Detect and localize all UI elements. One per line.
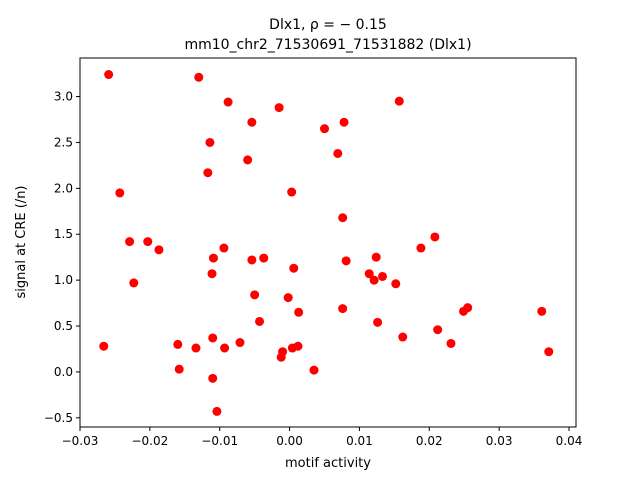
data-point bbox=[235, 338, 245, 348]
data-point bbox=[309, 365, 319, 375]
y-tick-label: 0.5 bbox=[54, 319, 73, 333]
data-point bbox=[371, 252, 381, 262]
data-points bbox=[99, 70, 554, 416]
data-point bbox=[283, 293, 293, 303]
data-point bbox=[459, 306, 469, 316]
data-point bbox=[247, 117, 257, 127]
data-point bbox=[129, 278, 139, 288]
data-point bbox=[333, 148, 343, 158]
x-tick-label: −0.01 bbox=[201, 434, 238, 448]
y-axis-label: signal at CRE (/n) bbox=[14, 185, 29, 298]
data-point bbox=[208, 253, 218, 263]
data-point bbox=[247, 255, 257, 265]
data-point bbox=[338, 213, 348, 223]
data-point bbox=[104, 70, 114, 80]
data-point bbox=[289, 263, 299, 273]
data-point bbox=[191, 343, 201, 353]
y-tick-label: 3.0 bbox=[54, 90, 73, 104]
chart-title: Dlx1, ρ = − 0.15 bbox=[269, 17, 387, 33]
data-point bbox=[369, 275, 379, 285]
y-tick-label: −0.5 bbox=[44, 411, 73, 425]
y-tick-label: 2.5 bbox=[54, 135, 73, 149]
data-point bbox=[394, 96, 404, 106]
data-point bbox=[294, 307, 304, 317]
data-point bbox=[430, 232, 440, 242]
plot-frame bbox=[79, 57, 577, 428]
data-point bbox=[174, 364, 184, 374]
data-point bbox=[194, 72, 204, 82]
x-tick-label: 0.02 bbox=[416, 434, 443, 448]
x-tick-label: 0.00 bbox=[276, 434, 303, 448]
data-point bbox=[208, 333, 218, 343]
y-tick-label: 0.0 bbox=[54, 365, 73, 379]
data-point bbox=[320, 124, 330, 134]
data-point bbox=[259, 253, 269, 263]
x-tick-label: 0.04 bbox=[556, 434, 583, 448]
data-point bbox=[433, 325, 443, 335]
data-point bbox=[125, 237, 135, 247]
data-point bbox=[293, 341, 303, 351]
y-tick-label: 1.5 bbox=[54, 227, 73, 241]
data-point bbox=[154, 245, 164, 255]
data-point bbox=[143, 237, 153, 247]
x-tick-label: 0.03 bbox=[486, 434, 513, 448]
data-point bbox=[276, 352, 286, 362]
y-tick-label: 1.0 bbox=[54, 273, 73, 287]
data-point bbox=[287, 187, 297, 197]
data-point bbox=[338, 304, 348, 314]
data-point bbox=[207, 269, 217, 279]
data-point bbox=[223, 97, 233, 107]
data-point bbox=[219, 243, 229, 253]
data-point bbox=[205, 137, 215, 147]
data-point bbox=[377, 271, 387, 281]
x-tick-label: −0.03 bbox=[62, 434, 99, 448]
data-point bbox=[341, 256, 351, 266]
axis-ticks: −0.03 −0.02 −0.01 0.00 0.01 0.02 0.03 0.04 −0.5 0… bbox=[44, 90, 583, 448]
data-point bbox=[243, 155, 253, 165]
data-point bbox=[416, 243, 426, 253]
data-point bbox=[255, 316, 265, 326]
data-point bbox=[398, 332, 408, 342]
data-point bbox=[364, 269, 374, 279]
data-point bbox=[99, 341, 109, 351]
data-point bbox=[391, 279, 401, 289]
x-tick-label: −0.02 bbox=[131, 434, 168, 448]
y-tick-label: 2.0 bbox=[54, 181, 73, 195]
data-point bbox=[250, 290, 260, 300]
data-point bbox=[173, 339, 183, 349]
chart-subtitle: mm10_chr2_71530691_71531882 (Dlx1) bbox=[184, 37, 471, 53]
data-point bbox=[544, 347, 554, 357]
data-point bbox=[537, 306, 547, 316]
data-point bbox=[203, 168, 213, 178]
data-point bbox=[373, 317, 383, 327]
data-point bbox=[339, 117, 349, 127]
data-point bbox=[220, 343, 230, 353]
data-point bbox=[208, 373, 218, 383]
x-tick-label: 0.01 bbox=[346, 434, 373, 448]
data-point bbox=[274, 103, 284, 113]
x-axis-label: motif activity bbox=[285, 456, 371, 471]
data-point bbox=[212, 406, 222, 416]
data-point bbox=[446, 338, 456, 348]
data-point bbox=[115, 188, 125, 198]
